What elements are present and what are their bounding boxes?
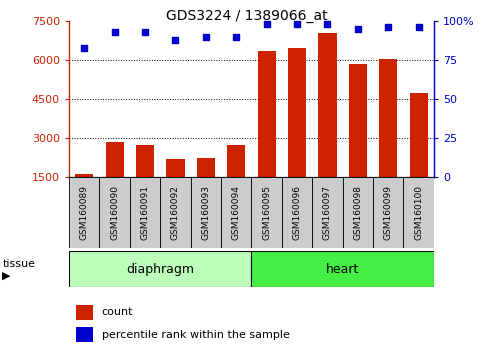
- Text: GSM160097: GSM160097: [323, 185, 332, 240]
- Bar: [69, 251, 251, 287]
- Text: GSM160089: GSM160089: [80, 185, 89, 240]
- Bar: [373, 177, 403, 248]
- Bar: [282, 177, 312, 248]
- Bar: [257, 51, 276, 216]
- Bar: [318, 33, 337, 216]
- Bar: [410, 93, 428, 216]
- Bar: [251, 251, 434, 287]
- Point: [293, 22, 301, 27]
- Point: [415, 25, 423, 30]
- Text: percentile rank within the sample: percentile rank within the sample: [102, 330, 290, 339]
- Bar: [343, 177, 373, 248]
- Bar: [349, 64, 367, 216]
- Bar: [130, 177, 160, 248]
- Text: GSM160096: GSM160096: [292, 185, 302, 240]
- Text: GSM160093: GSM160093: [201, 185, 211, 240]
- Bar: [379, 59, 397, 216]
- Bar: [312, 177, 343, 248]
- Text: GSM160098: GSM160098: [353, 185, 362, 240]
- Bar: [100, 177, 130, 248]
- Text: GDS3224 / 1389066_at: GDS3224 / 1389066_at: [166, 9, 327, 23]
- Bar: [160, 177, 191, 248]
- Text: count: count: [102, 307, 133, 317]
- Point: [323, 22, 331, 27]
- Text: GSM160090: GSM160090: [110, 185, 119, 240]
- Text: GSM160095: GSM160095: [262, 185, 271, 240]
- Point: [384, 25, 392, 30]
- Bar: [221, 177, 251, 248]
- Text: GSM160092: GSM160092: [171, 185, 180, 240]
- Point: [232, 34, 240, 40]
- Text: GSM160099: GSM160099: [384, 185, 393, 240]
- Text: GSM160094: GSM160094: [232, 185, 241, 240]
- Bar: [288, 48, 306, 216]
- Bar: [69, 177, 100, 248]
- Text: ▶: ▶: [2, 271, 11, 281]
- Point: [141, 29, 149, 35]
- Point: [110, 29, 119, 35]
- Bar: [76, 305, 93, 320]
- Point: [354, 26, 362, 32]
- Point: [263, 22, 271, 27]
- Bar: [136, 144, 154, 216]
- Bar: [191, 177, 221, 248]
- Text: GSM160091: GSM160091: [141, 185, 149, 240]
- Bar: [106, 142, 124, 216]
- Point: [172, 37, 179, 43]
- Bar: [76, 327, 93, 342]
- Text: diaphragm: diaphragm: [126, 263, 194, 275]
- Text: heart: heart: [326, 263, 359, 275]
- Bar: [403, 177, 434, 248]
- Text: tissue: tissue: [2, 259, 35, 269]
- Bar: [251, 177, 282, 248]
- Text: GSM160100: GSM160100: [414, 185, 423, 240]
- Bar: [166, 159, 184, 216]
- Point: [80, 45, 88, 51]
- Bar: [75, 175, 93, 216]
- Point: [202, 34, 210, 40]
- Bar: [197, 158, 215, 216]
- Bar: [227, 144, 246, 216]
